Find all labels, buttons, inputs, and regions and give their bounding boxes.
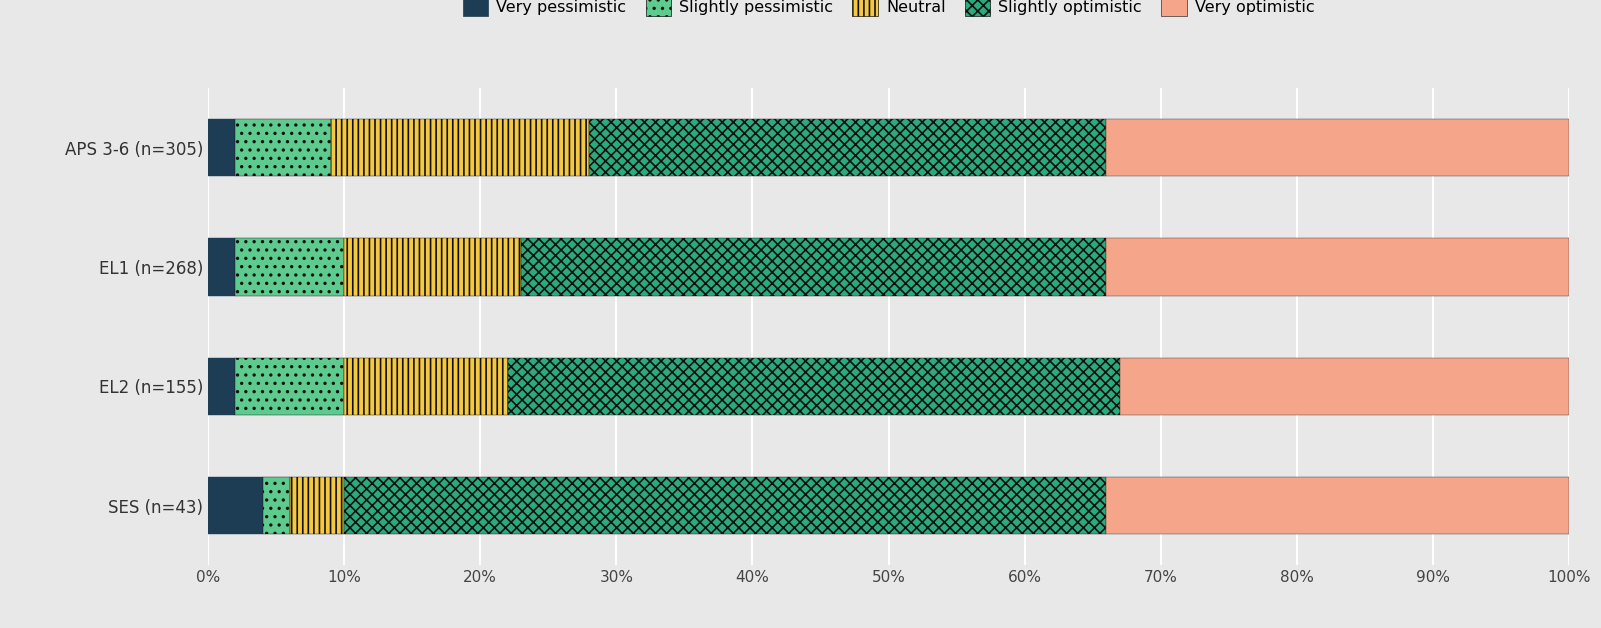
Bar xyxy=(208,357,235,415)
Bar xyxy=(290,477,344,534)
Bar xyxy=(208,477,263,534)
Bar xyxy=(522,238,1106,296)
Bar xyxy=(1121,357,1569,415)
Bar xyxy=(1106,477,1569,534)
Bar xyxy=(331,119,589,176)
Bar xyxy=(235,357,344,415)
Bar xyxy=(235,238,344,296)
Bar xyxy=(235,119,331,176)
Bar xyxy=(508,357,1119,415)
Bar xyxy=(1106,119,1569,176)
Bar xyxy=(589,119,1106,176)
Legend: Very pessimistic, Slightly pessimistic, Neutral, Slightly optimistic, Very optim: Very pessimistic, Slightly pessimistic, … xyxy=(456,0,1321,22)
Bar xyxy=(263,477,290,534)
Bar xyxy=(208,119,235,176)
Bar xyxy=(1106,238,1569,296)
Bar xyxy=(344,477,1106,534)
Bar xyxy=(208,238,235,296)
Bar xyxy=(344,238,522,296)
Bar xyxy=(344,357,508,415)
